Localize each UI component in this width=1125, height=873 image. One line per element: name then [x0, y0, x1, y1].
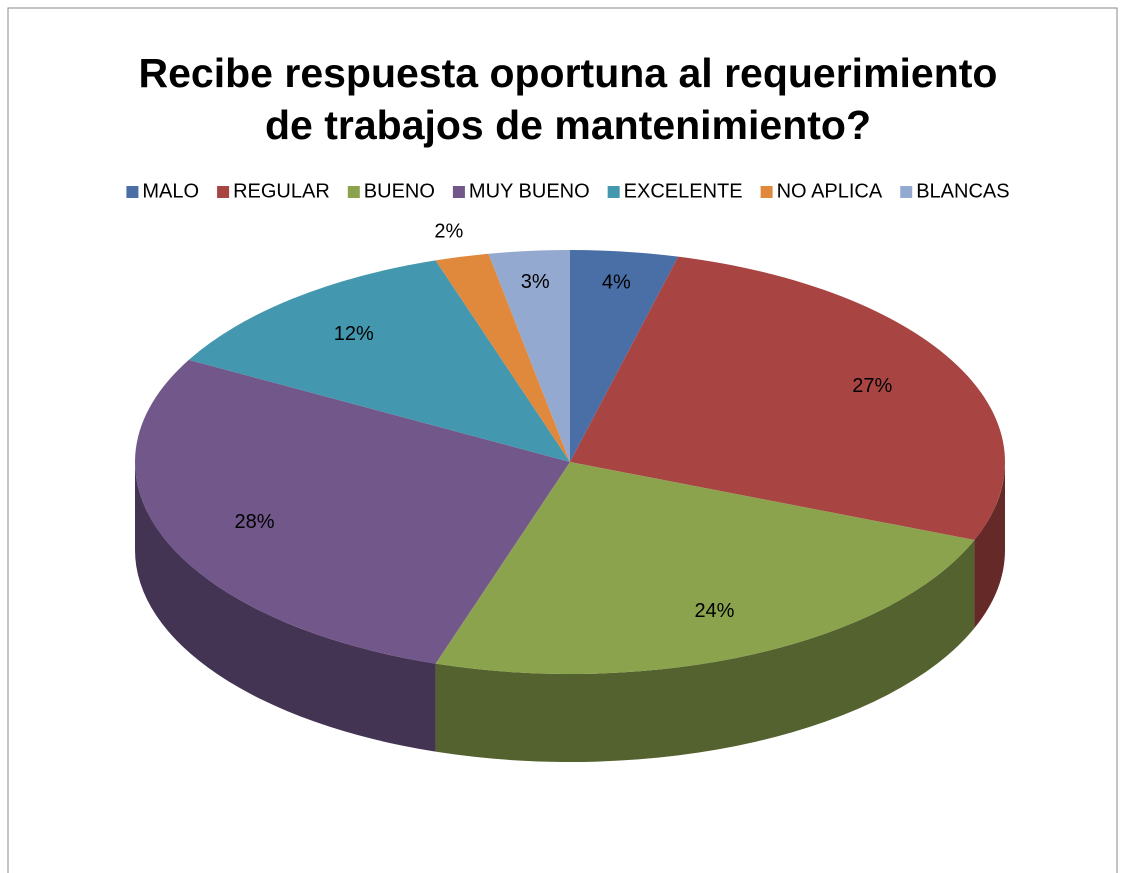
- legend-swatch: [217, 186, 230, 198]
- legend-label: NO APLICA: [777, 180, 883, 202]
- data-label: 27%: [852, 375, 892, 397]
- legend-label: EXCELENTE: [624, 180, 743, 202]
- data-label: 12%: [334, 323, 374, 345]
- legend-swatch: [607, 186, 620, 198]
- data-label: 3%: [521, 271, 550, 293]
- slice: [570, 256, 1006, 541]
- legend-swatch: [452, 186, 465, 198]
- data-label: 24%: [694, 600, 734, 622]
- legend-swatch: [126, 186, 139, 198]
- slice-side: [135, 462, 436, 752]
- slice: [435, 462, 975, 674]
- legend-label: REGULAR: [233, 180, 330, 202]
- legend-swatch: [900, 186, 913, 198]
- slice-side: [435, 540, 975, 762]
- legend-swatch: [760, 186, 773, 198]
- legend-label: MALO: [142, 180, 199, 202]
- legend-label: MUY BUENO: [469, 180, 590, 202]
- chart-title: de trabajos de mantenimiento?: [265, 102, 871, 148]
- legend-swatch: [347, 186, 360, 198]
- legend-label: BLANCAS: [916, 180, 1009, 202]
- data-label: 28%: [235, 511, 275, 533]
- data-label: 2%: [434, 220, 463, 242]
- slice-side: [974, 462, 1005, 629]
- legend-label: BUENO: [364, 180, 435, 202]
- chart-title: Recibe respuesta oportuna al requerimien…: [139, 50, 998, 96]
- slice: [135, 359, 571, 664]
- slice: [570, 250, 679, 462]
- data-label: 4%: [602, 272, 631, 294]
- slice: [188, 260, 571, 462]
- slice: [435, 253, 570, 462]
- slice: [488, 250, 570, 462]
